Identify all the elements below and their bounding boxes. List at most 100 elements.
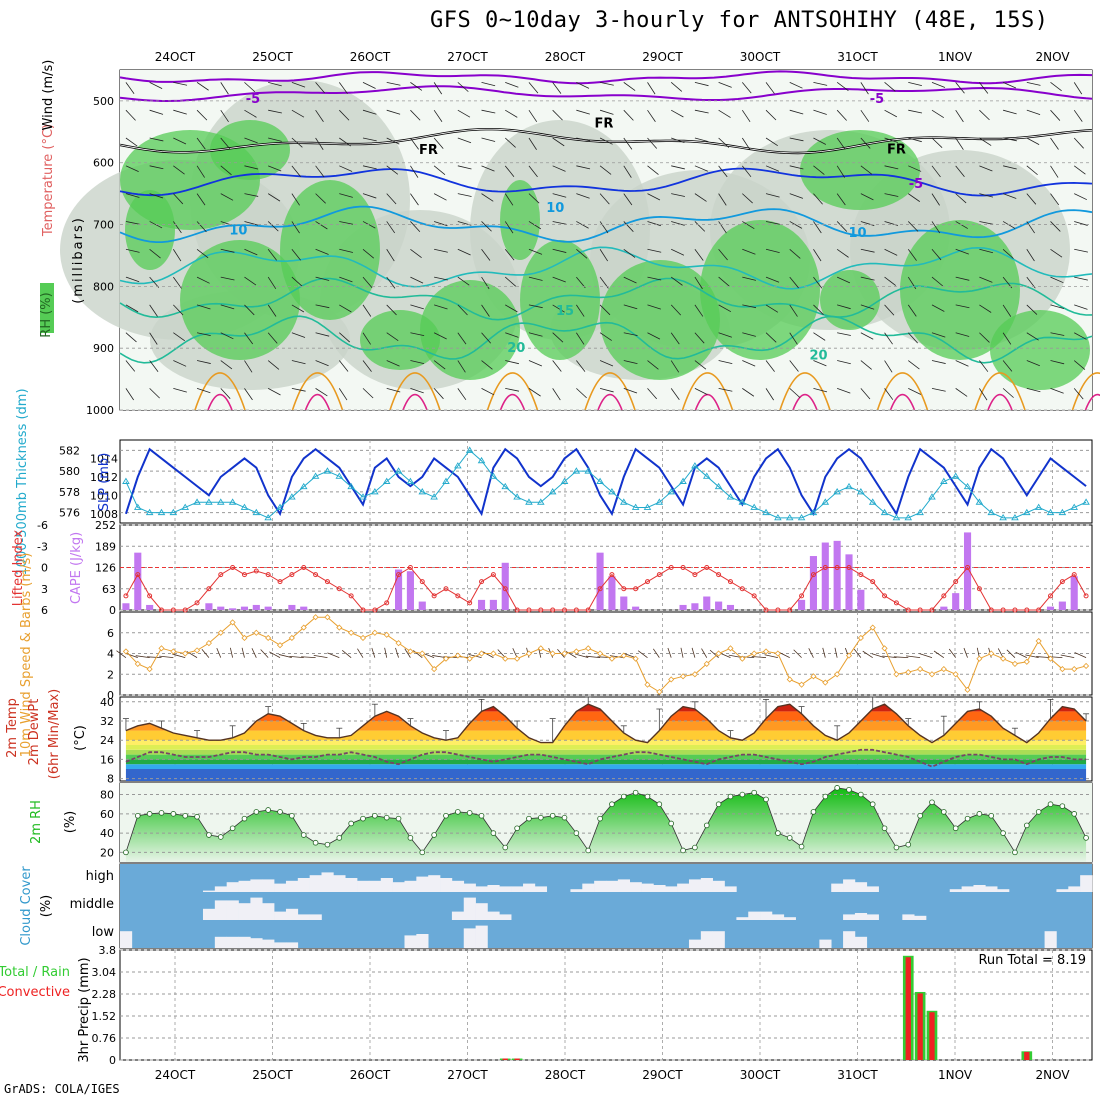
wind-barb xyxy=(955,109,964,123)
wind-barb xyxy=(267,304,277,317)
wind-speed-point xyxy=(644,681,651,688)
wind-barb xyxy=(173,387,187,393)
rh-point xyxy=(514,825,520,832)
wind-barb-10m xyxy=(808,648,814,658)
cloud-bar-middle xyxy=(771,914,785,920)
wind-barb xyxy=(979,221,994,225)
wind-barb xyxy=(955,137,964,150)
wind-barb xyxy=(386,137,400,145)
rh-point xyxy=(1024,822,1030,829)
wind-barb xyxy=(362,193,377,199)
li-point xyxy=(135,572,141,578)
rh-green-region xyxy=(900,220,1020,360)
wind-barb xyxy=(552,388,561,401)
wind-barb xyxy=(220,332,234,340)
cloud-bar-middle xyxy=(902,914,915,920)
precip-tick: 3.8 xyxy=(99,944,117,957)
rh-point xyxy=(146,811,153,817)
date-label-top: 2NOV xyxy=(1035,50,1070,64)
li-point xyxy=(360,607,366,613)
cloud-bar-low xyxy=(463,928,476,948)
wind-barb xyxy=(884,332,893,345)
thickness-point xyxy=(679,477,687,484)
wind-barb xyxy=(884,109,898,118)
thickness-point xyxy=(667,488,675,495)
wind-barb xyxy=(1026,81,1041,86)
cloud-bar-middle xyxy=(499,914,512,920)
wind-barb xyxy=(789,109,804,115)
wind-barb xyxy=(362,221,376,229)
thickness-tick: 576 xyxy=(59,507,80,520)
rh-green-region xyxy=(125,190,175,270)
cloud-bar-high xyxy=(677,883,690,892)
wind-barb-10m xyxy=(216,647,222,658)
wind-barb xyxy=(576,109,590,115)
wind-barb xyxy=(504,137,516,148)
cloud-bar-middle xyxy=(854,913,868,920)
wind-barb xyxy=(291,221,300,234)
li-point xyxy=(313,572,319,578)
li-point xyxy=(1083,593,1089,599)
wind-barb xyxy=(528,82,539,94)
wind-barb xyxy=(1026,360,1040,367)
wind-speed-point xyxy=(834,671,841,678)
thickness-point xyxy=(1082,498,1090,505)
wind-barb xyxy=(671,137,685,143)
cloud-bar-low xyxy=(285,942,299,948)
wind-barb xyxy=(694,276,703,290)
li-point xyxy=(988,607,994,613)
wind-barb xyxy=(481,249,491,261)
wind-barb xyxy=(789,137,804,142)
temp-tick: 24 xyxy=(100,734,114,747)
wind-barb xyxy=(196,221,207,233)
wind-barb xyxy=(837,332,851,336)
wind-barb xyxy=(1002,81,1017,89)
wind-barb xyxy=(457,332,467,345)
rh-point xyxy=(182,812,188,819)
cloud-bar-high xyxy=(1080,875,1093,892)
cloud-bar-high xyxy=(440,878,453,892)
thickness-point xyxy=(892,513,901,521)
rh-point xyxy=(869,801,876,807)
cape-bar xyxy=(300,606,308,610)
thickness-point xyxy=(359,493,367,500)
li-point xyxy=(775,607,781,613)
wind-barb xyxy=(765,221,780,225)
wind-barb xyxy=(694,304,704,317)
li-point xyxy=(692,572,698,578)
wind-barb xyxy=(789,332,798,345)
wind-barb xyxy=(339,276,353,283)
thickness-point xyxy=(181,503,189,510)
wind-speed-point xyxy=(810,673,817,680)
thickness-point xyxy=(240,503,249,510)
wind-barb xyxy=(671,193,685,197)
li-point xyxy=(194,600,200,606)
cloud-bar-high xyxy=(297,878,310,892)
wind-barb xyxy=(196,276,210,284)
cape-bar xyxy=(715,601,723,610)
wind-barb xyxy=(173,221,182,234)
li-point xyxy=(822,565,828,570)
wind-barb xyxy=(789,360,799,372)
wind-barb xyxy=(339,248,354,253)
wind-barb xyxy=(362,360,372,372)
wind-barb xyxy=(552,276,566,283)
date-label-bottom: 29OCT xyxy=(642,1068,683,1082)
wind-barb xyxy=(908,165,922,172)
wind-barb xyxy=(196,109,208,121)
wind-barb xyxy=(789,221,803,229)
wind-barb xyxy=(576,248,588,259)
wind-barb xyxy=(860,193,874,201)
wind-barb xyxy=(149,360,159,372)
wind-barb xyxy=(291,360,306,365)
cloud-bar-high xyxy=(973,885,986,892)
wind-barb xyxy=(125,221,140,225)
wind-barb-10m xyxy=(834,647,838,658)
wind-barb xyxy=(694,137,709,142)
wind-barb xyxy=(1050,304,1065,309)
rh-point xyxy=(1035,809,1042,815)
wind-barb xyxy=(907,249,917,261)
rh-point xyxy=(549,812,556,819)
wind-barb xyxy=(813,332,826,341)
wind-barb xyxy=(1050,332,1065,336)
